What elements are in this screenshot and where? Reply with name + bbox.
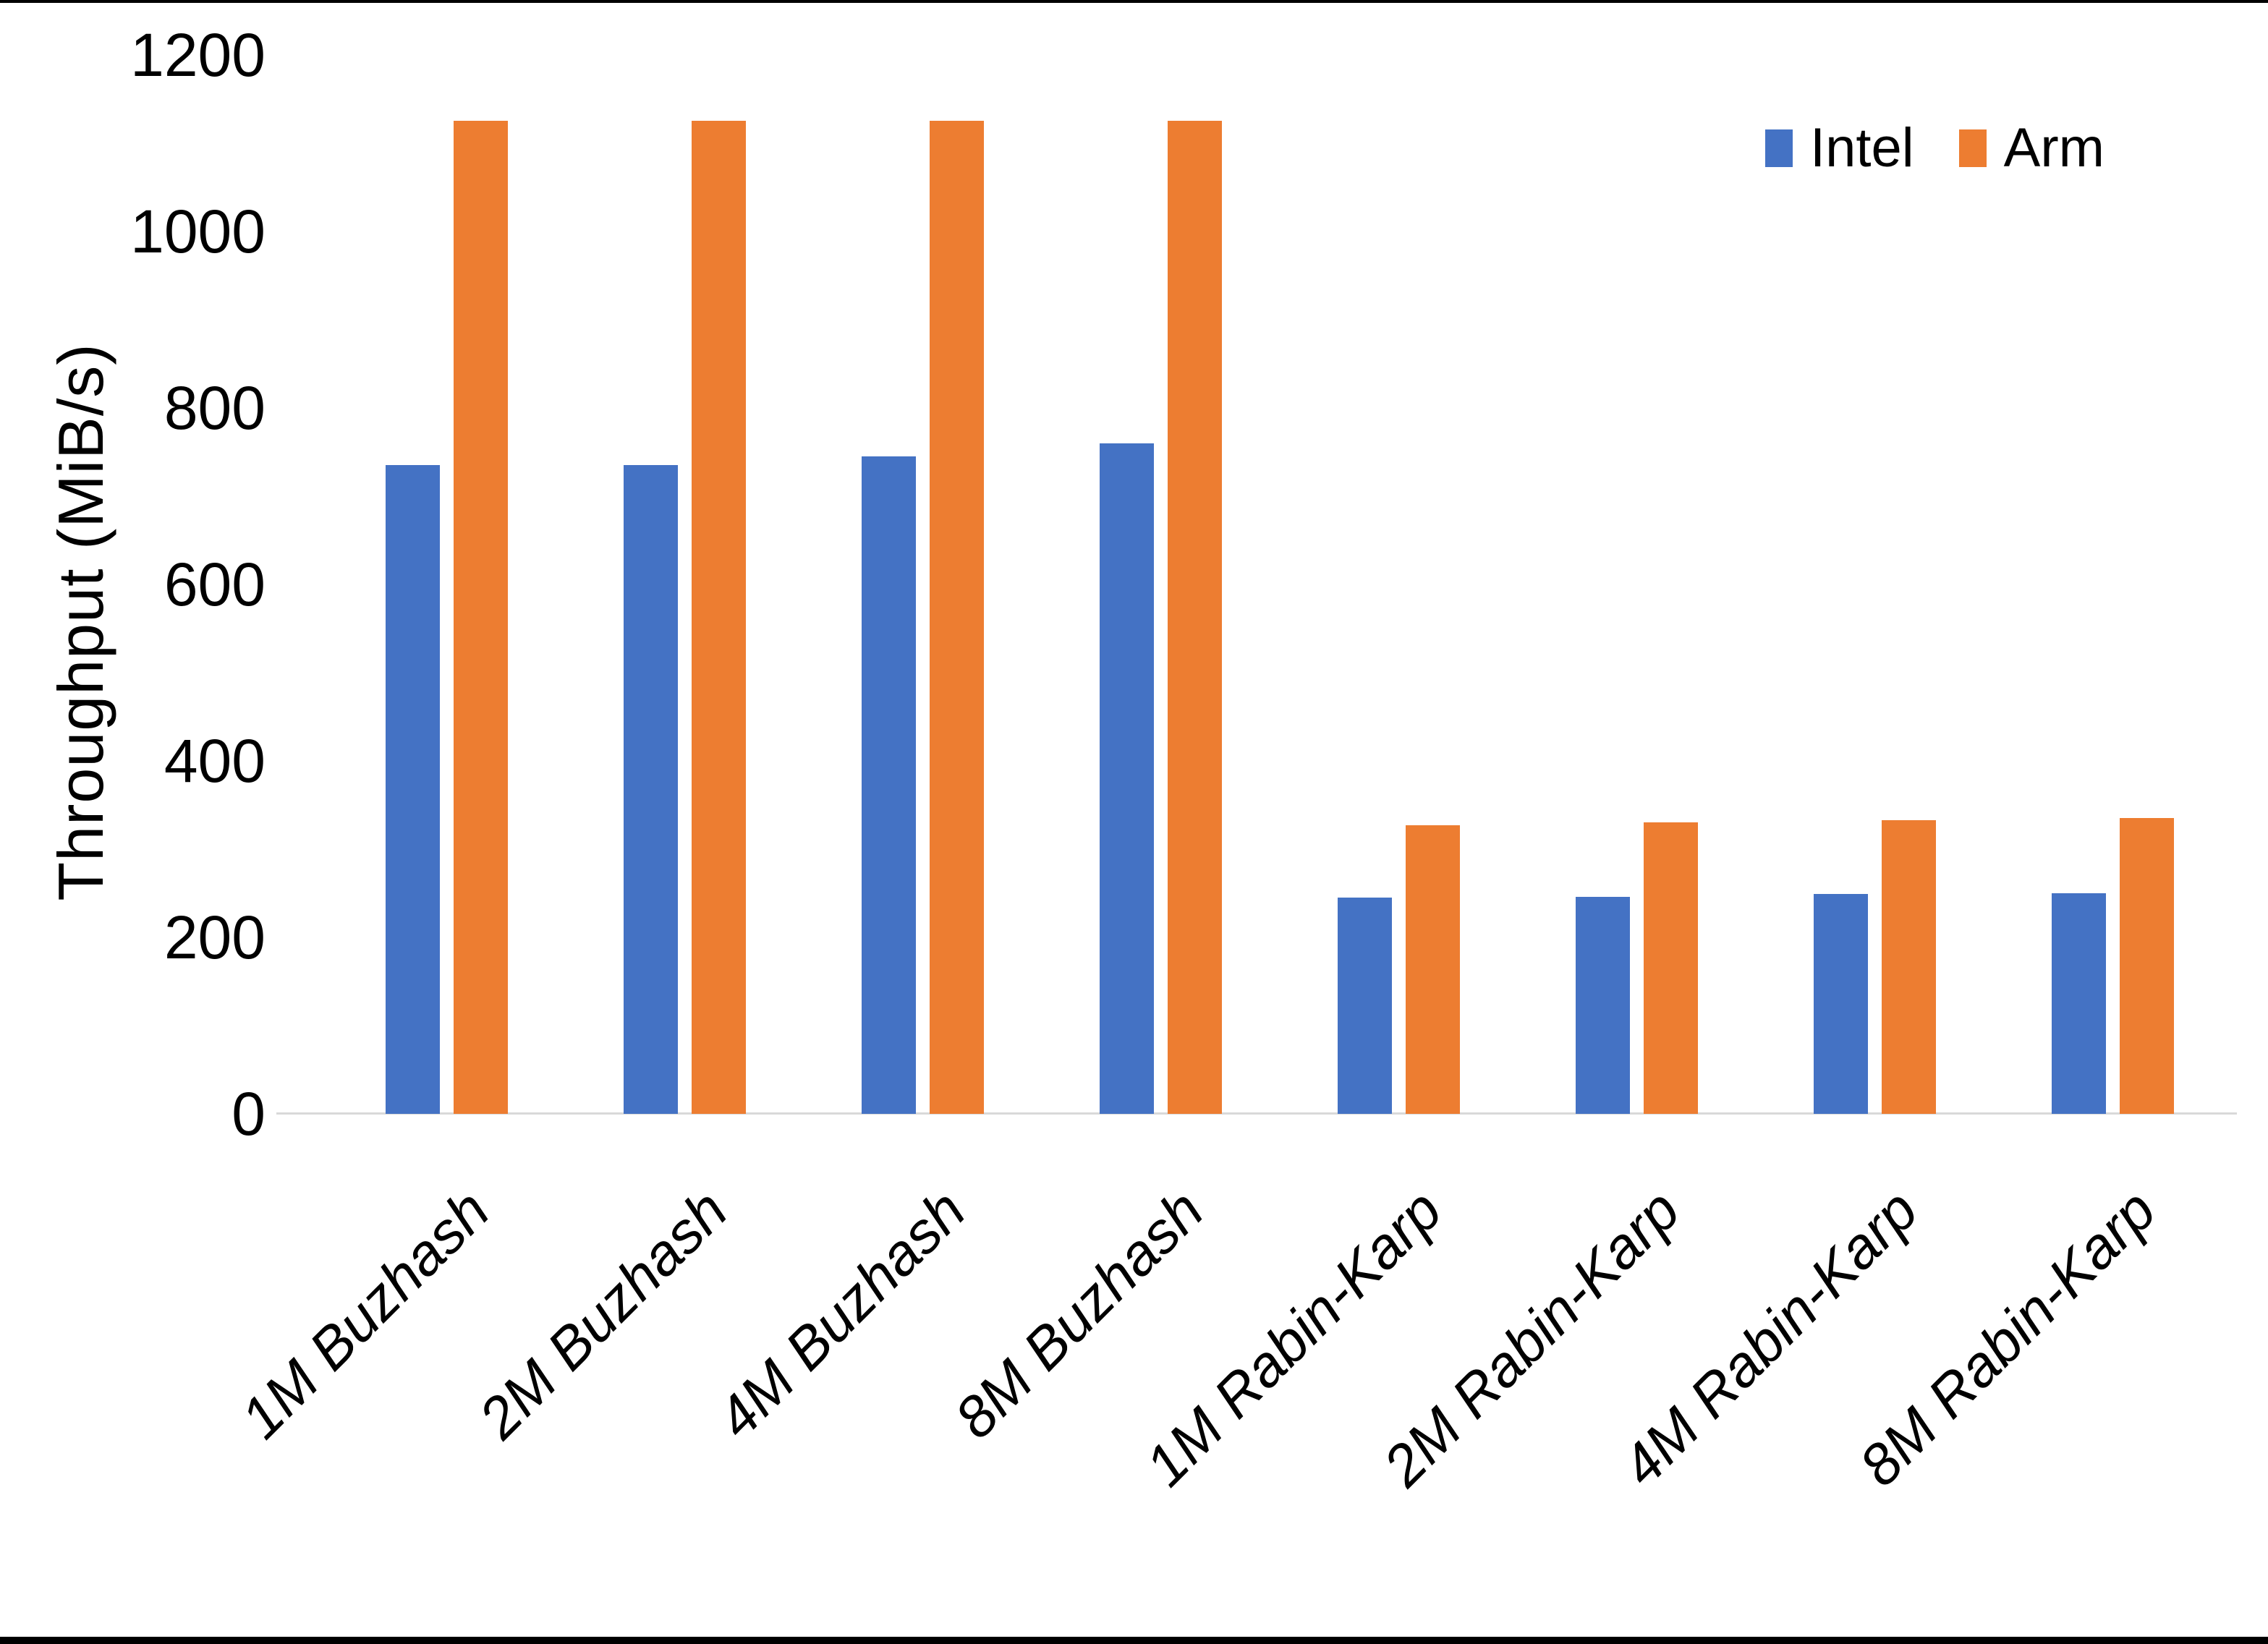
bar-arm-2m-rabin-karp <box>1644 822 1698 1114</box>
bar-arm-1m-buzhash <box>454 121 508 1114</box>
y-tick-label-400: 400 <box>163 727 266 795</box>
bar-intel-2m-rabin-karp <box>1576 897 1630 1114</box>
legend-label-arm: Arm <box>2003 117 2105 179</box>
bar-intel-2m-buzhash <box>624 465 678 1114</box>
top-border-strip <box>0 0 2268 3</box>
bar-intel-1m-buzhash <box>386 465 440 1114</box>
bottom-border-strip <box>0 1637 2268 1644</box>
bar-intel-8m-buzhash <box>1100 443 1154 1114</box>
legend-item-arm: Arm <box>1958 117 2105 179</box>
bar-arm-1m-rabin-karp <box>1406 825 1460 1114</box>
x-category-label-2m-buzhash: 2M Buzhash <box>467 1177 740 1451</box>
y-tick-label-800: 800 <box>163 374 266 442</box>
bar-intel-8m-rabin-karp <box>2052 893 2106 1114</box>
bar-arm-8m-buzhash <box>1168 121 1222 1114</box>
y-tick-label-1200: 1200 <box>130 21 266 89</box>
x-axis-baseline <box>276 1112 2237 1115</box>
y-tick-label-600: 600 <box>163 550 266 618</box>
legend: Intel Arm <box>1765 108 2105 188</box>
x-category-label-4m-buzhash: 4M Buzhash <box>705 1177 978 1451</box>
bar-intel-1m-rabin-karp <box>1338 898 1392 1114</box>
bar-arm-2m-buzhash <box>692 121 746 1114</box>
bar-arm-4m-rabin-karp <box>1882 820 1936 1114</box>
bar-intel-4m-rabin-karp <box>1814 894 1868 1114</box>
y-tick-label-1000: 1000 <box>130 197 266 265</box>
legend-label-intel: Intel <box>1810 117 1914 179</box>
bar-arm-8m-rabin-karp <box>2120 818 2174 1114</box>
legend-item-intel: Intel <box>1765 121 1914 176</box>
bar-arm-4m-buzhash <box>930 121 984 1114</box>
x-category-label-1m-buzhash: 1M Buzhash <box>229 1177 502 1451</box>
y-tick-label-200: 200 <box>163 903 266 971</box>
y-tick-label-0: 0 <box>232 1080 266 1148</box>
arm-series-swatch-icon <box>1958 129 1987 167</box>
bar-intel-4m-buzhash <box>862 456 916 1114</box>
intel-series-swatch-icon <box>1765 129 1793 167</box>
